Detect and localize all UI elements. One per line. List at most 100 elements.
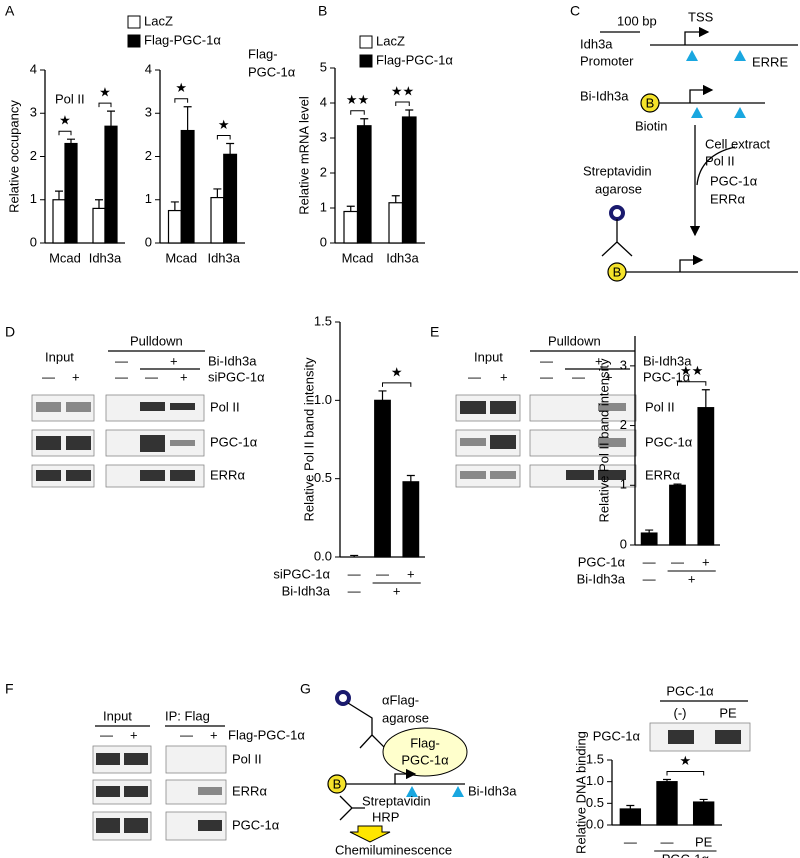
significance: ★ (175, 80, 187, 95)
error-bar (405, 109, 414, 117)
y-tick-label: 5 (320, 59, 327, 74)
y-tick-label: 1 (145, 191, 152, 206)
blot-header: Input (474, 349, 503, 364)
bar (104, 125, 118, 244)
significance-bracket (350, 110, 365, 115)
legend-swatch (359, 54, 373, 68)
band-label: ERRα (210, 467, 245, 482)
blot-f: Input — + IP: Flag — + Flag-PGC-1α Pol I… (92, 708, 305, 841)
error-bar (626, 804, 635, 809)
significance: ★★ (346, 92, 369, 107)
biotin-mark: B (333, 776, 342, 791)
band-label: Pol II (232, 751, 262, 766)
erre-site (691, 107, 746, 118)
lane-label: (-) (674, 705, 687, 720)
tss-arrow (679, 254, 704, 272)
blot-d: Input — + Pulldown — + Bi-Idh3a — — + si… (31, 333, 265, 488)
diagram-g: αFlag- agarose Flag- PGC-1α B Bi-Idh3a S… (327, 690, 517, 857)
legend-label: Flag-PGC-1α (376, 52, 453, 67)
x-tick-label: Idh3a (89, 250, 122, 265)
x-tick-label: — (643, 571, 656, 586)
significance-bracket (666, 771, 705, 776)
x-row-label: Bi-Idh3a (282, 583, 331, 598)
y-tick-label: 0.0 (586, 816, 604, 831)
bar (210, 196, 225, 244)
y-axis-label: Relative mRNA level (296, 96, 311, 215)
x-tick-label: Idh3a (386, 250, 419, 265)
error-bar (350, 554, 359, 557)
sign: + (500, 369, 508, 384)
y-tick-label: 1.0 (586, 773, 604, 788)
x-tick-label: + (702, 554, 710, 569)
antibody-label: αFlag- (382, 692, 419, 707)
significance: ★ (59, 113, 71, 128)
x-row-label: PGC-1α (578, 554, 626, 569)
error-bar (701, 389, 710, 408)
y-tick-label: 1.5 (314, 313, 332, 328)
x-tick-label: + (688, 571, 696, 586)
error-bar (95, 199, 103, 209)
protein-label: Flag- (410, 735, 440, 750)
tss-label: TSS (688, 9, 714, 24)
lane-label: PE (719, 705, 737, 720)
y-axis-label: Relative occupancy (6, 100, 21, 213)
band-label: PGC-1α (232, 817, 280, 832)
sign: — (115, 369, 128, 384)
y-tick-label: 1 (320, 199, 327, 214)
biotin-mark: B (646, 95, 655, 110)
legend-swatch (127, 15, 141, 29)
legend-label: LacZ (144, 13, 173, 28)
y-tick-label: 2 (145, 148, 152, 163)
row-label: siPGC-1α (208, 369, 265, 384)
y-tick-label: 0.0 (314, 548, 332, 563)
probe-label: Bi-Idh3a (580, 88, 629, 103)
x-tick-label: PE (695, 834, 713, 849)
streptavidin-label: agarose (595, 181, 642, 196)
error-bar (645, 529, 654, 534)
signal-arrow (349, 825, 391, 843)
blot-header: Pulldown (130, 333, 183, 348)
row-label: PGC-1α (643, 369, 691, 384)
y-tick-label: 1 (620, 477, 627, 492)
error-bar (699, 798, 708, 803)
bar (402, 481, 420, 558)
chart-title: Pol II (55, 91, 85, 106)
x-tick-label: — (643, 554, 656, 569)
bar (92, 207, 106, 244)
chart-title: Flag- (248, 46, 278, 61)
bar (388, 202, 404, 244)
blot-header: Input (103, 708, 132, 723)
error-bar (378, 390, 387, 401)
tss-arrow (394, 768, 417, 784)
arrow (696, 146, 736, 186)
sign: + (595, 353, 603, 368)
x-tick-label: PGC-1α (662, 851, 710, 858)
promoter-label: Promoter (580, 53, 634, 68)
protein-label: PGC-1α (401, 752, 449, 767)
tss-arrow (689, 84, 714, 103)
x-tick-label: — (661, 834, 674, 849)
band-label: ERRα (232, 783, 267, 798)
sign: — (572, 369, 585, 384)
y-tick-label: 0 (620, 536, 627, 551)
panel-label: D (5, 324, 15, 340)
y-tick-label: 3 (620, 357, 627, 372)
x-tick-label: — (624, 834, 637, 849)
y-tick-label: 0 (145, 234, 152, 249)
bar (656, 781, 678, 826)
bar (692, 801, 715, 826)
x-tick-label: Mcad (165, 250, 197, 265)
y-tick-label: 0.5 (586, 795, 604, 810)
bar (374, 399, 391, 558)
legend-swatch (359, 35, 373, 49)
x-tick-label: — (348, 583, 361, 598)
sign: + (605, 369, 613, 384)
significance: ★ (391, 364, 403, 379)
y-tick-label: 2 (320, 164, 327, 179)
blot-g: PGC-1α (-) PE PGC-1α (593, 683, 751, 752)
bar (401, 116, 417, 244)
error-bar (406, 474, 415, 482)
bar (343, 210, 359, 244)
error-bar (55, 190, 63, 200)
y-tick-label: 1.0 (314, 392, 332, 407)
